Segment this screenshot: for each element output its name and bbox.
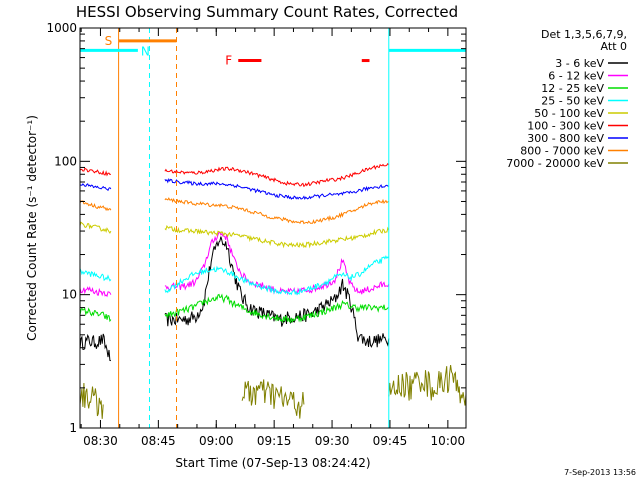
timestamp: 7-Sep-2013 13:56 [564,468,636,477]
legend-label-3: 25 - 50 keV [541,95,604,108]
legend-label-4: 50 - 100 keV [534,107,604,120]
series-line-1-segment-1 [164,231,390,296]
series-line-0-segment-1 [164,236,390,348]
x-tick-label-2: 09:00 [199,434,234,448]
data-layer: S N F [79,28,467,428]
x-tick-label-1: 08:45 [141,434,176,448]
y-tick-label-3: 1000 [46,21,77,35]
legend-label-0: 3 - 6 keV [555,57,604,70]
legend-label-6: 300 - 800 keV [527,132,604,145]
y-tick-label-1: 10 [62,288,77,302]
x-tick-label-0: 08:30 [83,434,118,448]
series-line-0-segment-0 [79,333,111,362]
legend-label-5: 100 - 300 keV [527,120,604,133]
chart-title: HESSI Observing Summary Count Rates, Cor… [76,3,458,21]
x-tick-label-3: 09:15 [257,434,292,448]
series-line-7-segment-0 [79,200,112,212]
series-line-6-segment-1 [164,177,389,201]
series-line-3-segment-0 [79,268,112,282]
legend-header-line1: Det 1,3,5,6,7,9, [541,28,627,41]
night-label: N [141,44,150,58]
plot-frame [79,27,467,429]
series-line-8-segment-0 [79,382,104,419]
series-line-6-segment-0 [79,183,112,192]
y-tick-label-2: 100 [54,154,77,168]
legend-label-1: 6 - 12 keV [548,70,604,83]
flare-label: F [225,54,232,68]
series-line-3-segment-1 [164,255,390,296]
series-line-7-segment-1 [164,197,389,225]
x-tick-label-4: 09:30 [315,434,350,448]
series-line-5-segment-0 [79,167,111,177]
series-line-1-segment-0 [79,286,112,298]
series-line-8-segment-1 [241,379,305,419]
legend-label-2: 12 - 25 keV [541,82,604,95]
series-line-2-segment-0 [79,307,112,323]
y-tick-label-0: 1 [69,421,77,435]
x-tick-label-5: 09:45 [373,434,408,448]
x-tick-label-6: 10:00 [431,434,466,448]
series-line-2-segment-1 [164,293,389,324]
legend-label-7: 800 - 7000 keV [520,145,604,158]
attenuator-label: S [105,34,113,48]
y-axis-label: Corrected Count Rate (s⁻¹ detector⁻¹) [25,115,39,341]
legend-label-8: 7000 - 20000 keV [506,157,604,170]
series-line-4-segment-1 [164,224,390,249]
series-line-8-segment-2 [388,365,467,406]
x-axis-label: Start Time (07-Sep-13 08:24:42) [175,456,370,470]
series-line-4-segment-0 [79,221,112,234]
series-line-5-segment-1 [164,162,390,188]
axis-layer: 1 10 100 1000 08:30 08:45 09:00 09:15 09:30 09:45… [46,21,466,448]
legend-header-line2: Att 0 [601,40,627,53]
